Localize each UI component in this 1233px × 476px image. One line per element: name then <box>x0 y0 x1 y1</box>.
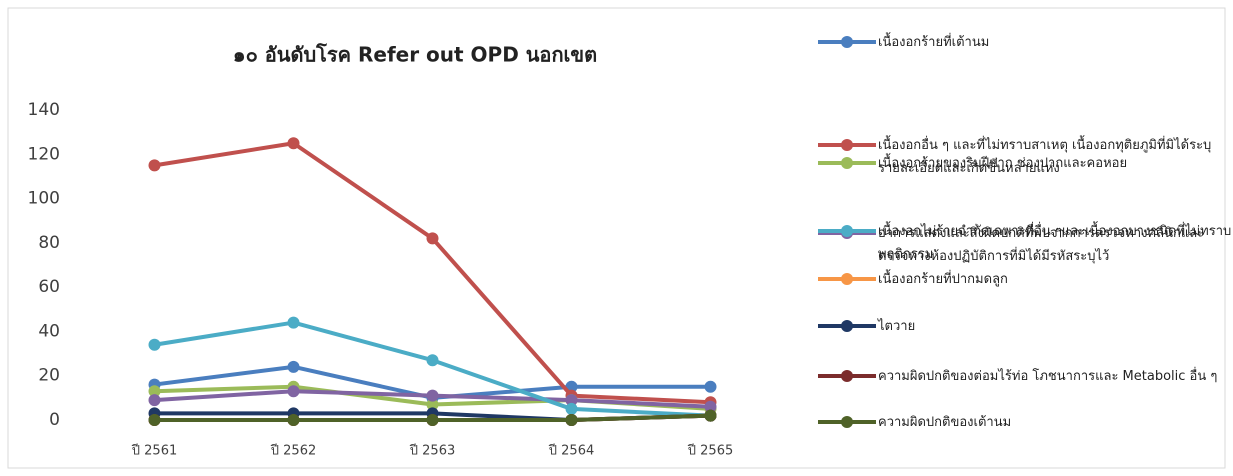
legend-marker <box>841 370 853 382</box>
legend-marker <box>841 157 853 169</box>
point <box>148 414 161 426</box>
legend-label: ไตวาย <box>878 319 916 334</box>
point <box>565 394 578 407</box>
point <box>426 389 439 402</box>
point <box>148 338 161 351</box>
point <box>426 232 439 245</box>
point <box>148 159 161 172</box>
point <box>148 385 161 398</box>
legend-marker <box>841 416 853 428</box>
point <box>704 380 717 393</box>
point <box>704 409 717 422</box>
point <box>426 398 439 411</box>
x-tick-label: ปี 2564 <box>548 443 594 459</box>
point <box>287 137 300 150</box>
legend-marker <box>841 273 853 285</box>
legend-marker <box>841 225 853 237</box>
legend-marker <box>841 139 853 151</box>
point <box>426 354 439 367</box>
point <box>287 385 300 398</box>
legend-label: เนื้องอกร้ายที่ปากมดลูก <box>878 272 1008 287</box>
legend-label: เนื้องอกไม่ร้ายจำกัดเฉพาะที่อื่น ๆและเนื… <box>878 224 1232 262</box>
point <box>148 394 161 407</box>
x-tick-label: ปี 2561 <box>131 443 177 459</box>
point <box>287 414 300 426</box>
legend-label: เนื้องอกร้ายของริมฝีปาก ช่องปากและคอหอย <box>878 156 1128 171</box>
y-tick-label: 80 <box>38 233 60 253</box>
x-tick-label: ปี 2563 <box>409 443 455 459</box>
y-tick-label: 100 <box>28 189 60 209</box>
legend-marker <box>841 320 853 332</box>
chart-title: ๑๐ อันดับโรค Refer out OPD นอกเขต <box>233 43 597 67</box>
y-tick-label: 60 <box>38 277 60 297</box>
legend-label: เนื้องอกอื่น ๆ และที่ไม่ทราบสาเหตุ เนื้อ… <box>878 138 1212 176</box>
point <box>565 414 578 426</box>
y-tick-label: 0 <box>49 410 60 430</box>
legend-label: ความผิดปกติของต่อมไร้ท่อ โภชนาการและ Met… <box>878 369 1218 384</box>
point <box>426 414 439 426</box>
y-tick-label: 40 <box>38 321 60 341</box>
point <box>287 360 300 373</box>
legend-label: เนื้องอกร้ายที่เต้านม <box>878 35 990 50</box>
x-tick-label: ปี 2562 <box>270 443 316 459</box>
point <box>565 402 578 415</box>
point <box>287 316 300 329</box>
point <box>704 400 717 413</box>
y-tick-label: 20 <box>38 366 60 386</box>
legend-marker <box>841 36 853 48</box>
legend-label: อาการแสดงและสิ่งผิดปกติที่พบจากการตรวจทา… <box>878 226 1205 264</box>
x-tick-label: ปี 2565 <box>687 443 733 459</box>
legend-label: ความผิดปกติของเต้านม <box>878 415 1012 430</box>
y-tick-label: 120 <box>28 144 60 164</box>
y-tick-label: 140 <box>28 100 60 120</box>
